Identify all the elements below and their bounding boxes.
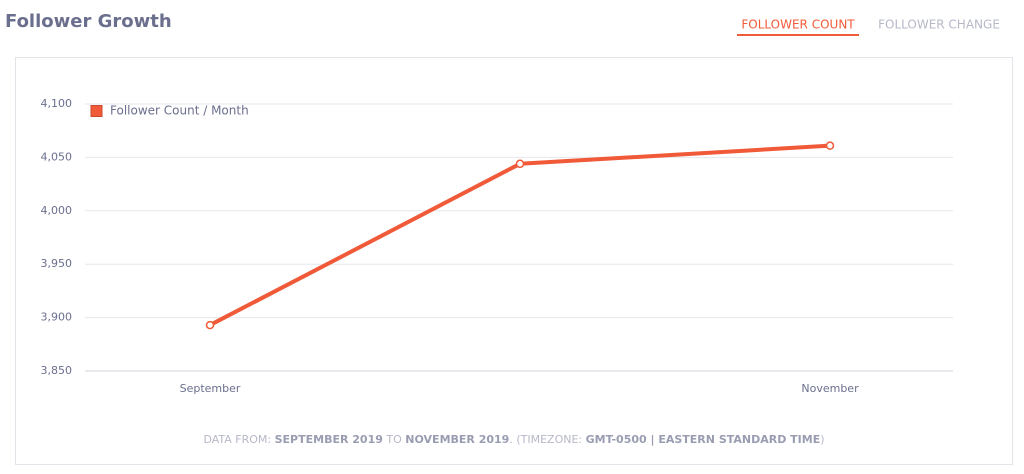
page-title: Follower Growth (5, 11, 172, 32)
data-point (515, 159, 525, 169)
tab-follower-change[interactable]: FOLLOWER CHANGE (878, 18, 1000, 32)
legend-label: Follower Count / Month (110, 104, 249, 118)
footer-text: ) (820, 433, 825, 446)
y-tick-label: 4,100 (41, 97, 73, 110)
y-tick-label: 3,950 (41, 257, 73, 270)
y-tick-label: 4,000 (41, 204, 73, 217)
data-point (825, 141, 835, 150)
footer-text: DATA FROM: (203, 433, 272, 446)
x-tick-label: November (801, 382, 859, 395)
footer-text: TO (386, 433, 402, 446)
y-tick-label: 4,050 (41, 150, 73, 163)
series-line (209, 143, 831, 327)
footer-timezone: GMT-0500 | EASTERN STANDARD TIME (585, 433, 821, 446)
data-point (205, 320, 215, 330)
y-tick-label: 3,850 (41, 364, 73, 377)
footer: DATA FROM: SEPTEMBER 2019 TO NOVEMBER 20… (15, 433, 1013, 446)
legend-swatch (90, 105, 103, 117)
y-tick-label: 3,900 (41, 311, 73, 324)
footer-text: . (TIMEZONE: (509, 433, 583, 446)
footer-date: NOVEMBER 2019 (405, 433, 510, 446)
x-tick-label: September (180, 382, 241, 395)
chart-panel (15, 57, 1013, 465)
tab-follower-count[interactable]: FOLLOWER COUNT (741, 18, 855, 32)
footer-date: SEPTEMBER 2019 (274, 433, 383, 446)
